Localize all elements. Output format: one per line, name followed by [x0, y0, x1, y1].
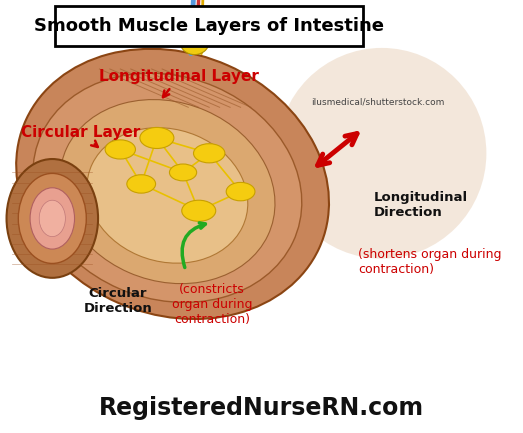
- Text: Smooth Muscle Layers of Intestine: Smooth Muscle Layers of Intestine: [34, 17, 384, 35]
- Ellipse shape: [39, 200, 65, 236]
- Ellipse shape: [182, 200, 216, 221]
- Ellipse shape: [194, 144, 225, 163]
- FancyBboxPatch shape: [55, 6, 363, 46]
- Ellipse shape: [140, 127, 174, 149]
- Ellipse shape: [169, 164, 197, 181]
- Ellipse shape: [180, 30, 209, 55]
- Ellipse shape: [18, 173, 86, 263]
- Ellipse shape: [87, 128, 248, 263]
- Ellipse shape: [16, 49, 329, 319]
- Text: Circular Layer: Circular Layer: [21, 125, 140, 147]
- Ellipse shape: [105, 140, 135, 159]
- Text: RegisteredNurseRN.com: RegisteredNurseRN.com: [99, 396, 424, 420]
- Text: Longitudinal Layer: Longitudinal Layer: [99, 69, 259, 97]
- Ellipse shape: [60, 100, 275, 284]
- Text: Circular
Direction: Circular Direction: [83, 287, 152, 315]
- Ellipse shape: [127, 175, 156, 193]
- Text: (constricts
organ during
contraction): (constricts organ during contraction): [172, 283, 252, 326]
- Ellipse shape: [33, 73, 302, 302]
- Ellipse shape: [226, 182, 255, 201]
- Ellipse shape: [277, 48, 486, 259]
- Text: Longitudinal
Direction: Longitudinal Direction: [374, 191, 468, 219]
- FancyBboxPatch shape: [0, 0, 523, 383]
- Text: (shortens organ during
contraction): (shortens organ during contraction): [358, 249, 502, 277]
- Ellipse shape: [7, 159, 98, 278]
- Ellipse shape: [30, 188, 74, 249]
- Text: ilusmedical/shutterstock.com: ilusmedical/shutterstock.com: [311, 97, 445, 106]
